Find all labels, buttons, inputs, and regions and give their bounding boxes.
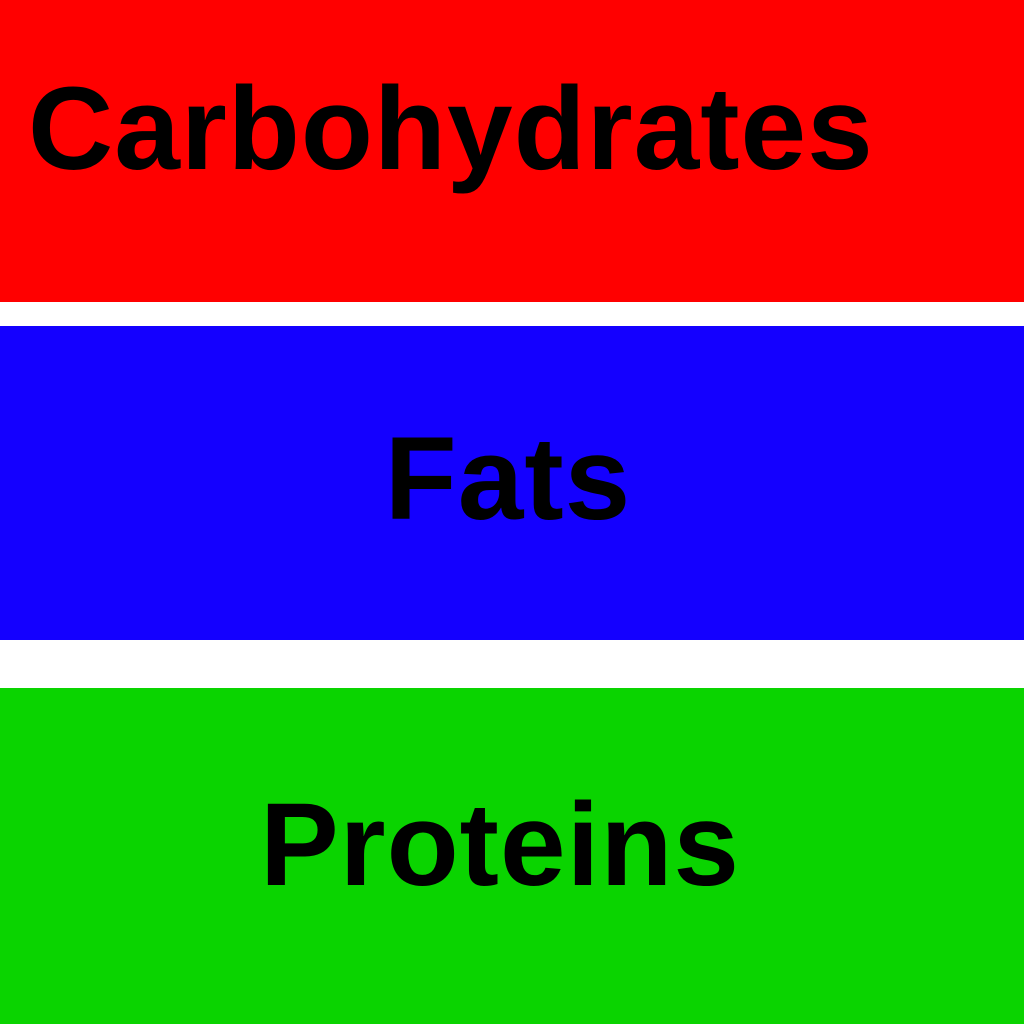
proteins-band: Proteins <box>0 688 1024 1024</box>
fats-band: Fats <box>0 326 1024 640</box>
carbohydrates-label: Carbohydrates <box>28 63 874 195</box>
proteins-label: Proteins <box>259 779 741 911</box>
fats-label: Fats <box>384 413 632 545</box>
carbohydrates-band: Carbohydrates <box>0 0 1024 302</box>
